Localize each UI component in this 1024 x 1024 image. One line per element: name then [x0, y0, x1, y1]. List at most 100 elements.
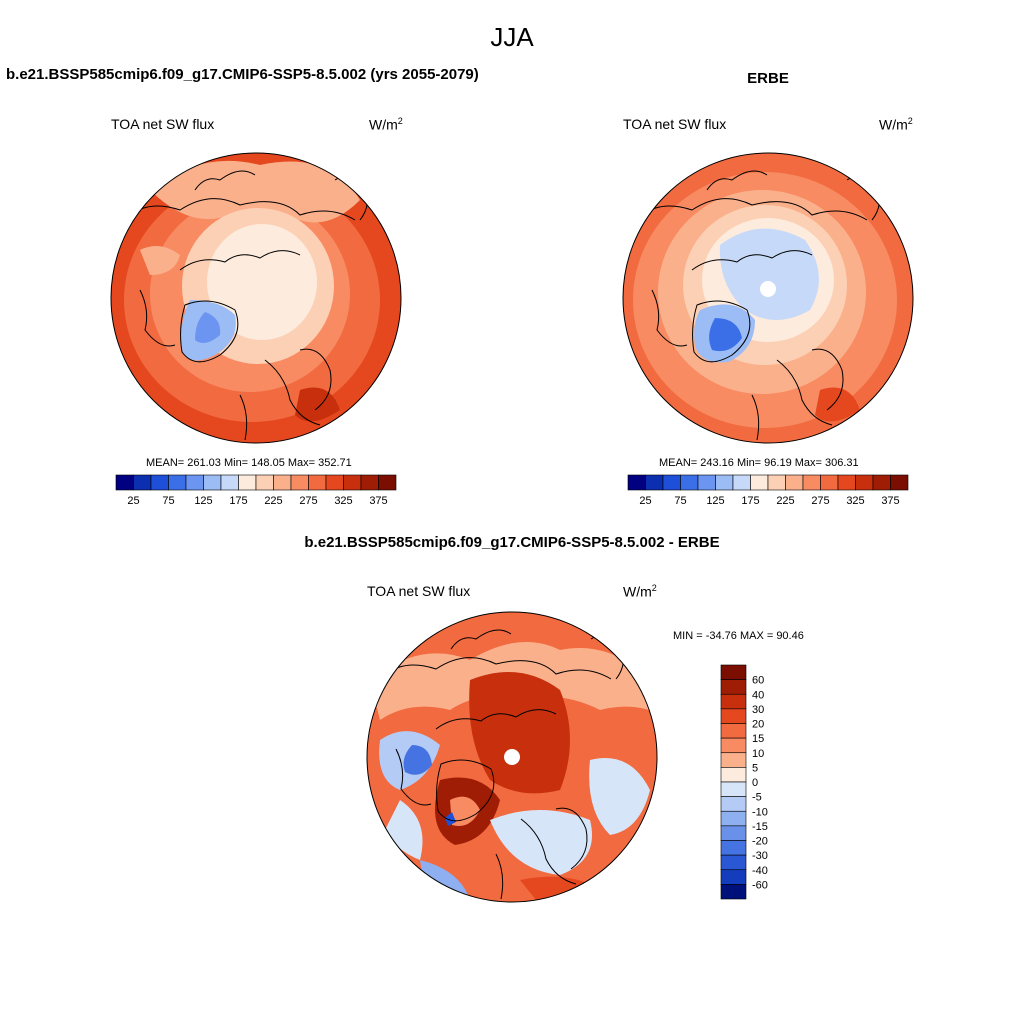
diff-coastlines: [385, 629, 625, 900]
diff-map-border: [366, 611, 658, 903]
obs-colorbar-box: [697, 474, 716, 491]
model-colorbar-tick-label: 275: [299, 495, 317, 507]
diff-colorbar-box: [720, 854, 747, 871]
model-colorbar-box: [185, 474, 204, 491]
model-colorbar-box: [378, 474, 397, 491]
obs-colorbar-box: [767, 474, 786, 491]
obs-panel-title: ERBE: [747, 70, 789, 87]
diff-colorbar-tick-label: -40: [752, 865, 768, 877]
model-stats: MEAN= 261.03 Min= 148.05 Max= 352.71: [146, 457, 352, 469]
diff-colorbar: 60 40 30 20 15 10 5 0 -5 -10 -15 -20 -30 -40 -60: [720, 664, 768, 900]
model-map-border: [110, 152, 402, 444]
diff-colorbar-box: [720, 737, 747, 754]
model-colorbar-box: [150, 474, 169, 491]
obs-variable-label: TOA net SW flux: [623, 116, 727, 132]
diff-colorbar-tick-label: 60: [752, 675, 764, 687]
diff-panel-title: b.e21.BSSP585cmip6.f09_g17.CMIP6-SSP5-8.…: [304, 534, 720, 551]
obs-colorbar-box: [715, 474, 734, 491]
diff-variable-label: TOA net SW flux: [367, 583, 471, 599]
diff-colorbar-tick-label: -15: [752, 821, 768, 833]
obs-map-border: [622, 152, 914, 444]
model-colorbar-box: [360, 474, 379, 491]
diff-colorbar-box: [720, 810, 747, 827]
diff-stats: MIN = -34.76 MAX = 90.46: [673, 630, 804, 642]
diff-colorbar-box: [720, 796, 747, 812]
obs-colorbar-box: [732, 474, 751, 491]
diff-colorbar-box: [720, 825, 747, 841]
obs-colorbar-box: [802, 474, 821, 491]
model-map: [111, 153, 401, 443]
diff-colorbar-tick-label: 15: [752, 733, 764, 745]
obs-colorbar-tick-label: 125: [706, 495, 724, 507]
obs-colorbar-box: [837, 474, 856, 491]
obs-colorbar-box: [785, 474, 804, 491]
model-colorbar-tick-label: 125: [194, 495, 212, 507]
diff-colorbar-box: [720, 679, 747, 695]
model-colorbar-box: [238, 474, 257, 491]
model-colorbar-box: [273, 474, 292, 491]
diff-colorbar-tick-label: -5: [752, 792, 762, 804]
obs-map: [623, 153, 913, 443]
model-colorbar-tick-label: 375: [369, 495, 387, 507]
obs-colorbar-box: [890, 474, 909, 491]
diff-colorbar-tick-label: 20: [752, 719, 764, 731]
model-colorbar-box: [290, 474, 309, 491]
obs-colorbar-box: [872, 474, 891, 491]
diff-colorbar-tick-label: 5: [752, 762, 758, 774]
obs-colorbar-tick-label: 275: [811, 495, 829, 507]
diff-colorbar-box: [720, 781, 747, 797]
obs-colorbar-box: [855, 474, 874, 491]
model-colorbar-tick-label: 75: [162, 495, 174, 507]
obs-colorbar-tick-label: 175: [741, 495, 759, 507]
diff-colorbar-box: [720, 708, 747, 724]
model-panel-title: b.e21.BSSP585cmip6.f09_g17.CMIP6-SSP5-8.…: [6, 66, 479, 83]
diff-colorbar-box: [720, 840, 747, 856]
obs-colorbar-box: [662, 474, 681, 491]
diff-colorbar-tick-label: 40: [752, 689, 764, 701]
model-colorbar-box: [168, 474, 187, 491]
diff-colorbar-tick-label: 0: [752, 777, 758, 789]
diff-colorbar-box: [720, 693, 747, 710]
obs-colorbar-tick-label: 225: [776, 495, 794, 507]
model-colorbar: 25 75 125 175 225 275 325 375: [115, 474, 397, 507]
obs-colorbar-tick-label: 375: [881, 495, 899, 507]
model-colorbar-box: [308, 474, 327, 491]
model-colorbar-box: [325, 474, 344, 491]
diff-colorbar-box: [720, 723, 747, 739]
obs-stats: MEAN= 243.16 Min= 96.19 Max= 306.31: [659, 457, 859, 469]
diff-colorbar-tick-label: -20: [752, 836, 768, 848]
model-colorbar-box: [115, 474, 134, 491]
model-colorbar-tick-label: 325: [334, 495, 352, 507]
model-colorbar-box: [343, 474, 362, 491]
obs-colorbar-tick-label: 75: [674, 495, 686, 507]
model-colorbar-tick-label: 225: [264, 495, 282, 507]
obs-coastlines: [641, 170, 881, 441]
obs-units-label: W/m2: [879, 116, 913, 133]
model-coastlines: [129, 170, 369, 441]
model-colorbar-tick-label: 25: [127, 495, 139, 507]
obs-colorbar-box: [750, 474, 769, 491]
obs-colorbar-tick-label: 25: [639, 495, 651, 507]
diff-colorbar-tick-label: -10: [752, 806, 768, 818]
model-units-label: W/m2: [369, 116, 403, 133]
diff-colorbar-box: [720, 752, 747, 768]
obs-colorbar-tick-label: 325: [846, 495, 864, 507]
obs-colorbar-box: [680, 474, 699, 491]
season-title: JJA: [490, 22, 534, 52]
model-colorbar-tick-label: 175: [229, 495, 247, 507]
obs-colorbar: 25 75 125 175 225 275 325 375: [627, 474, 909, 507]
diff-colorbar-box: [720, 664, 747, 680]
diff-map: [367, 612, 657, 902]
obs-colorbar-box: [820, 474, 839, 491]
model-colorbar-box: [203, 474, 222, 491]
diff-colorbar-tick-label: 10: [752, 748, 764, 760]
diff-colorbar-tick-label: 30: [752, 704, 764, 716]
diff-colorbar-box: [720, 884, 747, 900]
obs-colorbar-box: [627, 474, 646, 491]
diff-units-label: W/m2: [623, 583, 657, 600]
diff-colorbar-box: [720, 869, 747, 885]
diff-colorbar-tick-label: -60: [752, 879, 768, 891]
obs-colorbar-box: [645, 474, 664, 491]
diff-colorbar-tick-label: -30: [752, 850, 768, 862]
